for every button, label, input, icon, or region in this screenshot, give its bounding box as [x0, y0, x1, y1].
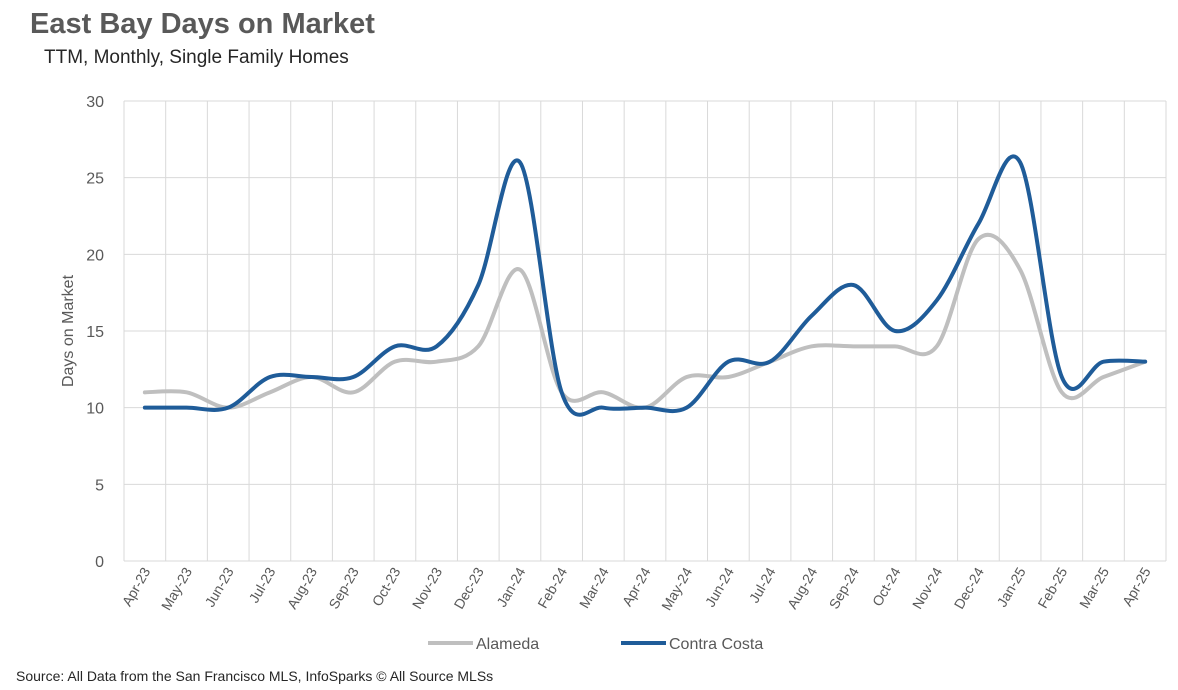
- x-tick-label: Sep-23: [325, 564, 362, 611]
- legend-label-alameda: Alameda: [476, 636, 539, 653]
- source-note: Source: All Data from the San Francisco …: [16, 668, 494, 684]
- x-tick-label: Sep-24: [826, 564, 863, 611]
- y-tick-label: 20: [86, 247, 104, 264]
- x-tick-label: May-23: [158, 564, 195, 613]
- x-tick-label: Jul-23: [246, 564, 279, 605]
- chart-title: East Bay Days on Market: [30, 8, 375, 40]
- x-tick-label: May-24: [658, 564, 695, 613]
- x-tick-label: Jan-25: [993, 564, 1028, 609]
- x-tick-label: Apr-25: [1119, 564, 1154, 609]
- y-tick-label: 25: [86, 171, 104, 188]
- x-tick-label: Aug-24: [784, 564, 821, 611]
- y-tick-label: 30: [86, 94, 104, 111]
- x-tick-label: Jan-24: [493, 564, 528, 609]
- x-tick-label: Apr-23: [119, 564, 154, 609]
- y-tick-label: 10: [86, 401, 104, 418]
- x-tick-label: Nov-24: [909, 564, 946, 611]
- x-tick-label: Nov-23: [409, 564, 446, 611]
- x-tick-label: Apr-24: [619, 564, 654, 609]
- y-axis: 0 5 10 15 20 25 30: [86, 94, 104, 571]
- x-tick-label: Oct-24: [869, 564, 904, 609]
- y-tick-label: 5: [95, 477, 104, 494]
- x-tick-label: Jun-24: [702, 564, 737, 609]
- x-tick-label: Aug-23: [284, 564, 321, 611]
- chart-subtitle: TTM, Monthly, Single Family Homes: [44, 47, 349, 68]
- series-line-alameda: [142, 232, 1148, 410]
- legend-label-contra-costa: Contra Costa: [669, 636, 763, 653]
- x-tick-label: Mar-24: [576, 564, 612, 611]
- x-tick-label: Dec-24: [951, 564, 988, 611]
- y-tick-label: 15: [86, 324, 104, 341]
- grid-layer: [123, 100, 1167, 562]
- legend: Alameda Contra Costa: [428, 636, 763, 653]
- y-axis-label: Days on Market: [60, 274, 77, 387]
- series-line-contra-costa: [142, 154, 1148, 417]
- series-layer: [142, 154, 1148, 417]
- x-tick-label: Jun-23: [202, 564, 237, 609]
- x-tick-label: Feb-25: [1034, 564, 1070, 611]
- y-tick-label: 0: [95, 554, 104, 571]
- x-tick-label: Feb-24: [534, 564, 570, 611]
- x-axis: Apr-23 May-23 Jun-23 Jul-23 Aug-23 Sep-23 Oct-…: [119, 564, 1154, 613]
- x-tick-label: Oct-23: [369, 564, 404, 609]
- x-tick-label: Jul-24: [746, 564, 779, 605]
- x-tick-label: Dec-23: [450, 564, 487, 611]
- x-tick-label: Mar-25: [1076, 564, 1112, 611]
